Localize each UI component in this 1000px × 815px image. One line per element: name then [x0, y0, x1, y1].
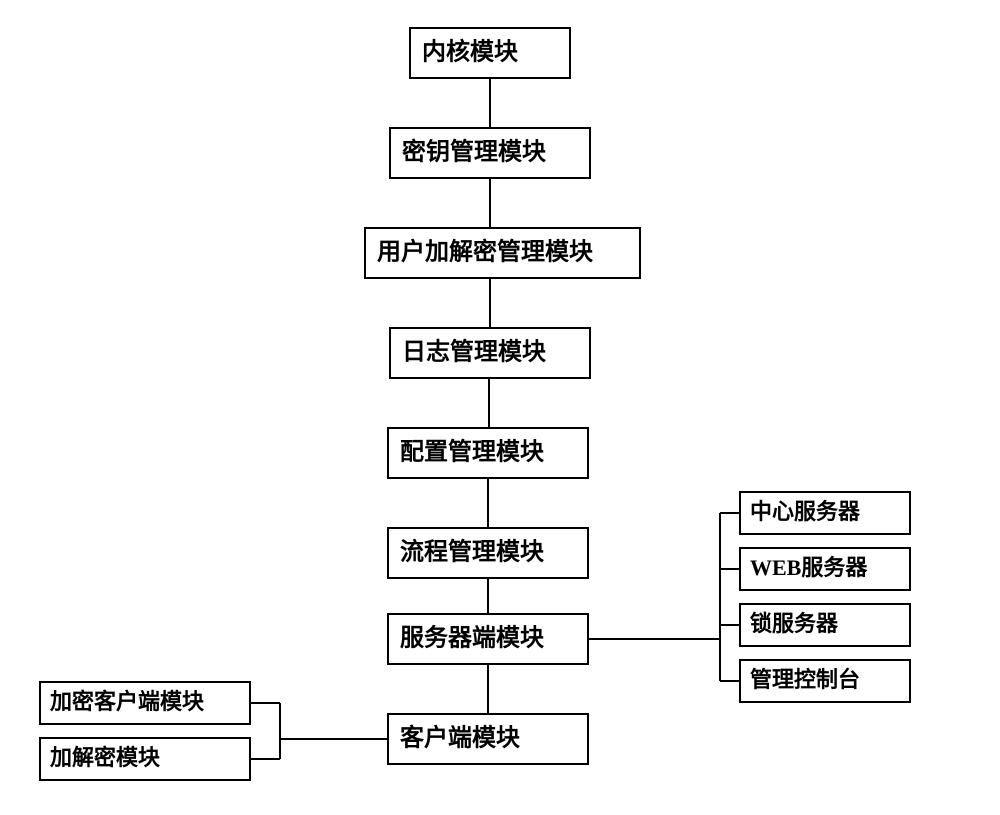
kernel-label: 内核模块: [422, 38, 518, 66]
mgmt-label: 管理控制台: [750, 667, 860, 692]
enc_client-label: 加密客户端模块: [49, 689, 205, 714]
key-label: 密钥管理模块: [402, 138, 546, 166]
center_srv-label: 中心服务器: [750, 499, 861, 524]
config-label: 配置管理模块: [400, 438, 544, 466]
log-label: 日志管理模块: [402, 338, 546, 366]
web_srv-label: WEB服务器: [750, 555, 868, 580]
flow-label: 流程管理模块: [400, 538, 544, 566]
lock_srv-label: 锁服务器: [750, 611, 839, 636]
user_enc-label: 用户加解密管理模块: [377, 238, 593, 266]
enc_dec-label: 加解密模块: [49, 745, 161, 770]
server-label: 服务器端模块: [400, 624, 544, 652]
client-label: 客户端模块: [400, 724, 520, 752]
